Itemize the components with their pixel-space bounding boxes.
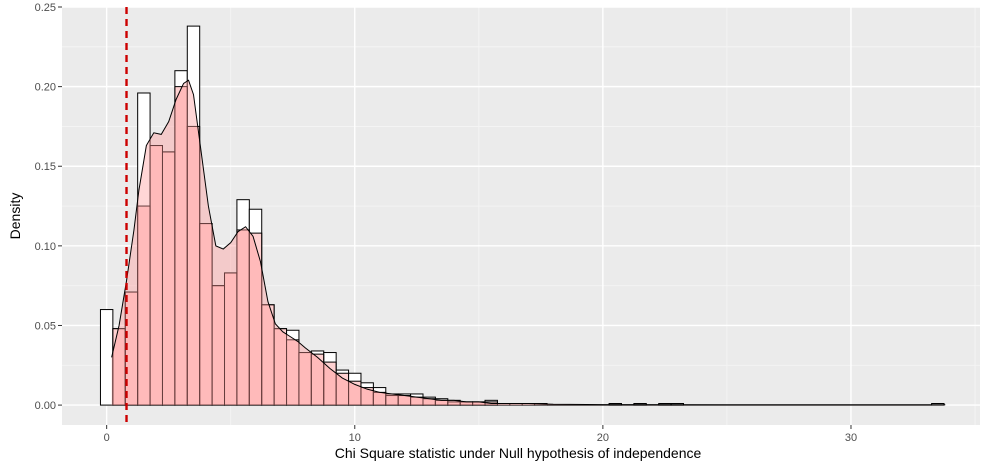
density-curve-group xyxy=(111,79,946,406)
x-axis: 0 10 20 30 xyxy=(104,425,857,444)
y-axis: 0.00 0.05 0.10 0.15 0.20 0.25 xyxy=(35,2,62,412)
x-tick-label: 0 xyxy=(104,432,110,444)
x-tick-label: 10 xyxy=(349,432,361,444)
y-tick-label: 0.15 xyxy=(35,161,56,173)
x-axis-title: Chi Square statistic under Null hypothes… xyxy=(335,445,702,461)
y-tick-label: 0.05 xyxy=(35,320,56,332)
density-curve xyxy=(111,79,946,406)
y-tick-label: 0.10 xyxy=(35,241,56,253)
x-tick-label: 30 xyxy=(845,432,857,444)
x-tick-label: 20 xyxy=(597,432,609,444)
y-tick-label: 0.20 xyxy=(35,82,56,94)
density-area xyxy=(111,80,946,406)
y-axis-title: Density xyxy=(7,193,23,240)
y-tick-label: 0.00 xyxy=(35,400,56,412)
y-tick-label: 0.25 xyxy=(35,2,56,14)
outline-bar xyxy=(99,309,114,406)
filled-histogram xyxy=(112,86,498,406)
